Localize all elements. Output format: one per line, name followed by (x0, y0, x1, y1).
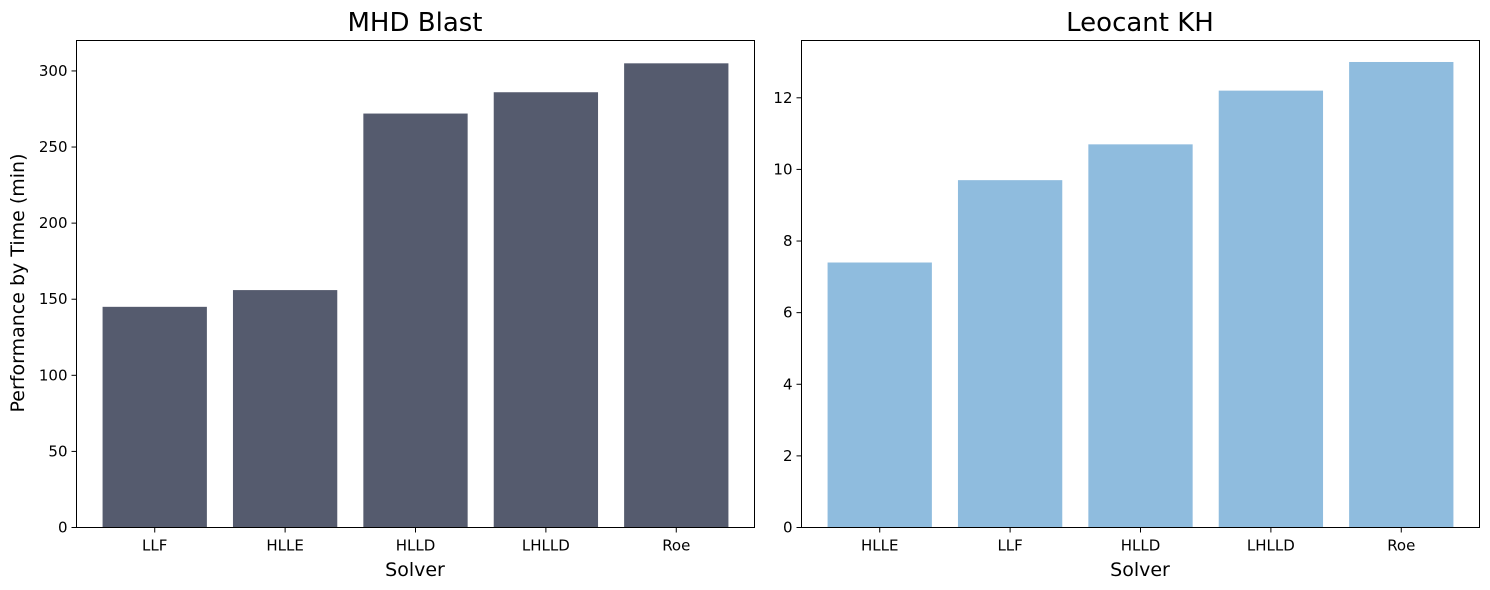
bar-roe (1349, 61, 1454, 528)
x-tick-label: HLLE (266, 537, 303, 555)
plot-frame (76, 40, 755, 528)
bars (102, 63, 729, 528)
bar-hlle (232, 290, 338, 528)
bar-hlld (363, 113, 468, 528)
x-tick-label: Roe (662, 537, 690, 555)
bar-hlle (827, 262, 932, 528)
chart-title: MHD Blast (347, 8, 482, 38)
y-tick-label: 0 (783, 519, 793, 537)
y-axis-label: Performance by Time (min) (7, 154, 29, 413)
bar-lhlld (1218, 90, 1324, 528)
y-ticks: 0 50 100 150 200 250 300 (39, 62, 77, 537)
plot-frame (801, 40, 1480, 528)
y-tick-label: 6 (783, 304, 793, 322)
y-tick-label: 8 (783, 232, 793, 250)
y-tick-label: 12 (773, 89, 792, 107)
x-tick-label: HLLD (1121, 537, 1161, 555)
x-tick-label: HLLD (396, 537, 436, 555)
x-tick-label: Roe (1387, 537, 1415, 555)
y-tick-label: 300 (39, 62, 68, 80)
x-tick-label: LLF (997, 537, 1022, 555)
x-tick-label: LHLLD (1247, 537, 1295, 555)
bar-llf (957, 180, 1063, 528)
y-tick-label: 0 (58, 519, 68, 537)
bar-lhlld (493, 92, 599, 528)
y-tick-label: 150 (39, 290, 68, 308)
bar-hlld (1088, 144, 1193, 528)
y-tick-label: 50 (48, 442, 67, 460)
chart-leocant-kh: Leocant KH Solver 0 2 4 6 8 10 12 HLLE LLF HLLD L… (773, 8, 1480, 581)
bar-llf (102, 306, 207, 528)
x-tick-label: HLLE (861, 537, 898, 555)
bars (827, 61, 1454, 528)
x-ticks: LLF HLLE HLLD LHLLD Roe (142, 527, 690, 555)
x-axis-label: Solver (385, 559, 445, 581)
y-tick-label: 10 (773, 160, 792, 178)
x-tick-label: LLF (142, 537, 167, 555)
y-tick-label: 2 (783, 447, 793, 465)
chart-mhd-blast: MHD Blast Performance by Time (min) Solv… (7, 8, 755, 581)
y-tick-label: 200 (39, 214, 68, 232)
y-tick-label: 250 (39, 138, 68, 156)
x-ticks: HLLE LLF HLLD LHLLD Roe (861, 527, 1415, 555)
x-axis-label: Solver (1110, 559, 1170, 581)
y-tick-label: 4 (783, 375, 793, 393)
x-tick-label: LHLLD (522, 537, 570, 555)
bar-roe (624, 63, 729, 528)
chart-title: Leocant KH (1066, 8, 1214, 38)
y-tick-label: 100 (39, 366, 68, 384)
y-ticks: 0 2 4 6 8 10 12 (773, 89, 802, 537)
